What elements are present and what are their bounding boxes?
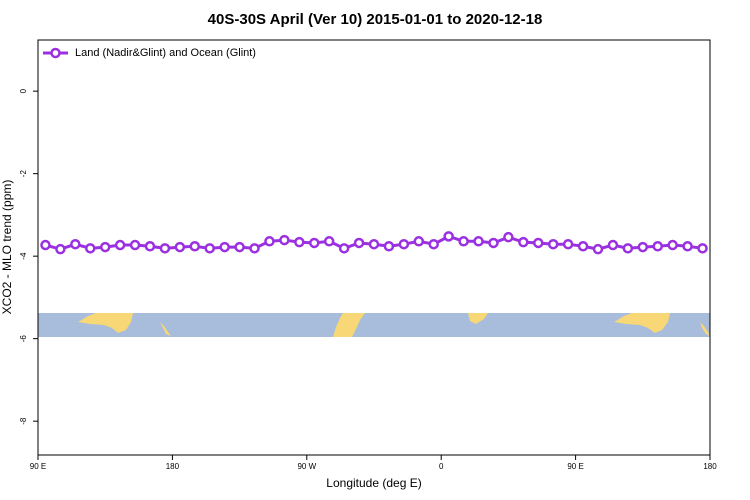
chart-title: 40S-30S April (Ver 10) 2015-01-01 to 202… (208, 11, 543, 28)
data-point (622, 243, 634, 254)
data-point (652, 241, 663, 252)
data-point (383, 241, 395, 252)
legend: Land (Nadir&Glint) and Ocean (Glint) (43, 47, 256, 59)
data-point (413, 236, 425, 247)
y-tick-label: -8 (19, 417, 28, 425)
data-point (309, 237, 320, 249)
data-point (249, 243, 260, 254)
data-point (547, 238, 559, 250)
data-point (473, 236, 484, 247)
data-point (428, 238, 439, 250)
data-point (443, 231, 454, 242)
y-tick-label: -4 (19, 252, 28, 260)
data-point (174, 241, 186, 253)
plot-frame (37, 39, 711, 456)
legend-marker (50, 47, 61, 59)
data-point (294, 236, 305, 248)
data-point (189, 241, 201, 252)
data-point (159, 243, 171, 254)
data-point (338, 243, 350, 254)
data-point (518, 236, 529, 248)
data-point (577, 241, 589, 252)
data-point (40, 239, 51, 251)
data-point (682, 241, 693, 252)
data-point (129, 239, 141, 251)
map-strip (38, 313, 710, 337)
data-point (204, 243, 215, 254)
x-tick-label: 90 W (297, 462, 316, 471)
x-tick-label: 180 (703, 462, 717, 471)
legend-label: Land (Nadir&Glint) and Ocean (Glint) (75, 47, 256, 59)
data-point (70, 238, 81, 250)
data-point (323, 236, 335, 247)
data-point (144, 241, 156, 252)
data-point (533, 237, 544, 249)
data-point (353, 237, 365, 249)
data-point (607, 239, 619, 251)
data-point (562, 238, 574, 250)
data-point (488, 237, 499, 249)
data-point (264, 236, 275, 247)
data-point (592, 243, 604, 255)
data-point (667, 239, 678, 251)
x-tick-label: 90 E (30, 462, 46, 471)
data-point (697, 243, 708, 254)
data-point (637, 241, 649, 253)
y-tick-label: -2 (19, 170, 28, 178)
data-point (99, 241, 111, 253)
y-tick-label: -6 (19, 335, 28, 343)
data-point (458, 236, 469, 247)
data-point (114, 239, 126, 251)
data-point (503, 231, 514, 243)
data-point (398, 238, 410, 250)
x-tick-label: 180 (166, 462, 180, 471)
y-axis-label: XCO2 - MLO trend (ppm) (0, 180, 14, 315)
data-point (368, 238, 380, 250)
y-tick-label: 0 (19, 88, 28, 93)
x-tick-label: 0 (439, 462, 444, 471)
data-point (85, 243, 96, 254)
x-tick-label: 90 E (567, 462, 583, 471)
data-point (219, 241, 230, 253)
x-axis-label: Longitude (deg E) (326, 476, 421, 490)
data-point (55, 243, 66, 255)
data-point (234, 241, 245, 253)
data-point (279, 234, 290, 246)
